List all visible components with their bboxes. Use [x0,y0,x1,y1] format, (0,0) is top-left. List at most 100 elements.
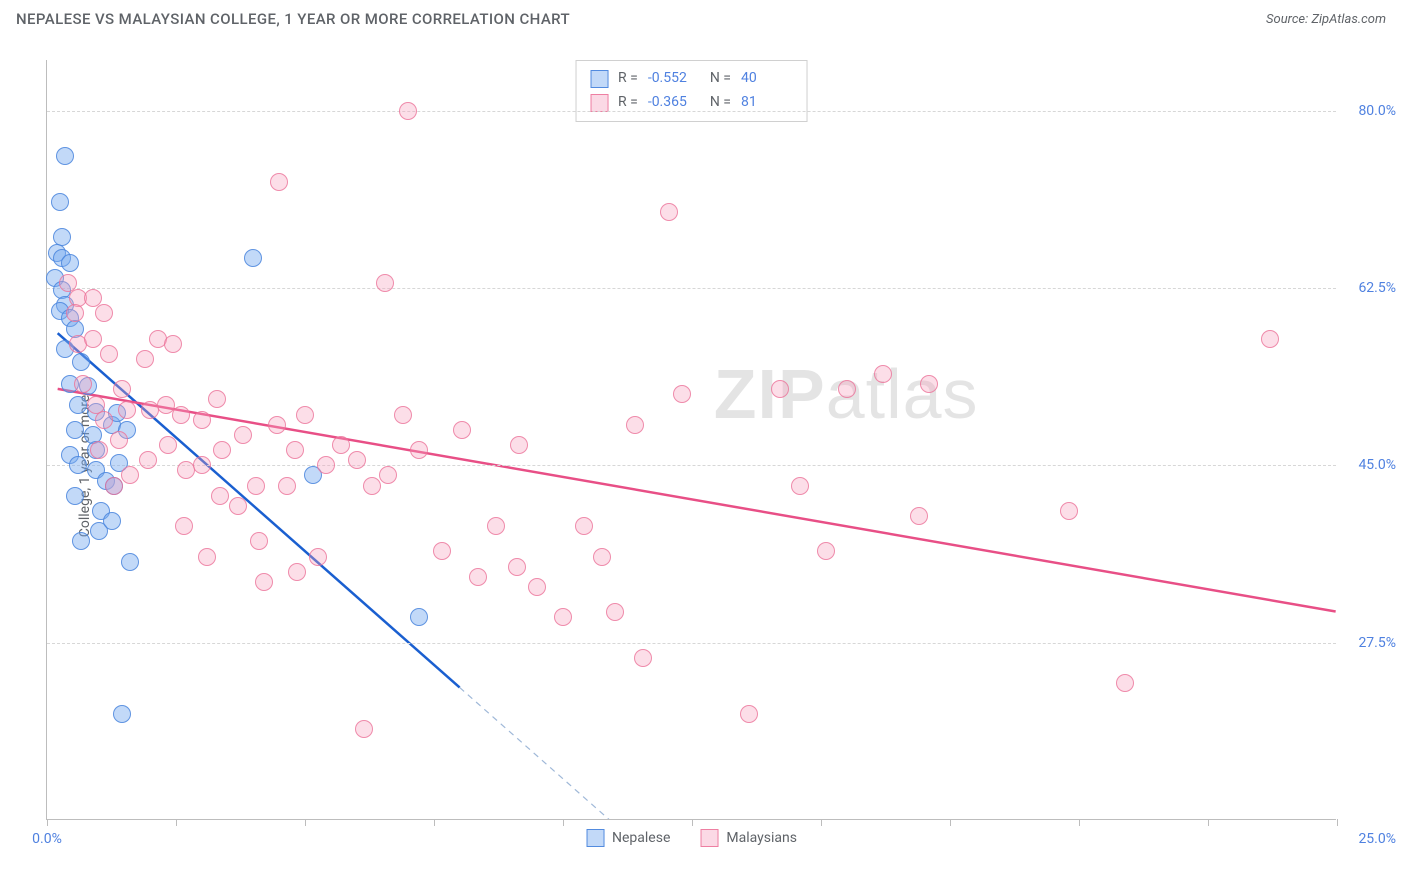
data-point [508,558,526,576]
x-tick [950,819,951,826]
data-point [110,431,128,449]
data-point [1060,502,1078,520]
correlation-legend: R = -0.552 N = 40 R = -0.365 N = 81 [575,60,808,122]
data-point [72,532,90,550]
data-point [193,411,211,429]
data-point [172,406,190,424]
series-legend: Nepalese Malaysians [586,829,797,847]
data-point [453,421,471,439]
data-point [164,335,182,353]
x-tick [692,819,693,826]
data-point [771,380,789,398]
data-point [355,720,373,738]
x-tick [47,819,48,826]
data-point [113,705,131,723]
legend-label-nepalese: Nepalese [612,830,670,846]
data-point [95,304,113,322]
data-point [920,375,938,393]
chart-title: NEPALESE VS MALAYSIAN COLLEGE, 1 YEAR OR… [16,10,570,28]
data-point [554,608,572,626]
data-point [61,254,79,272]
data-point [626,416,644,434]
x-tick [305,819,306,826]
data-point [66,487,84,505]
n-label: N = [710,67,731,91]
legend-item-nepalese: Nepalese [586,829,670,847]
data-point [105,477,123,495]
x-tick-label: 25.0% [1358,831,1396,847]
data-point [69,456,87,474]
source-attribution: Source: ZipAtlas.com [1266,12,1386,27]
x-tick [1208,819,1209,826]
data-point [198,548,216,566]
data-point [193,456,211,474]
data-point [244,249,262,267]
legend-label-malaysians: Malaysians [726,830,797,846]
data-point [838,380,856,398]
gridline [47,111,1336,112]
data-point [1116,674,1134,692]
data-point [159,436,177,454]
data-point [634,649,652,667]
data-point [399,102,417,120]
data-point [175,517,193,535]
y-tick-label: 45.0% [1358,457,1396,473]
data-point [410,608,428,626]
data-point [874,365,892,383]
x-tick [176,819,177,826]
legend-item-malaysians: Malaysians [700,829,797,847]
data-point [286,441,304,459]
data-point [1261,330,1279,348]
data-point [56,147,74,165]
y-tick-label: 62.5% [1358,280,1396,296]
plot-area: ZIPatlas R = -0.552 N = 40 R = -0.365 N … [46,60,1336,820]
gridline [47,465,1336,466]
data-point [510,436,528,454]
data-point [113,380,131,398]
n-value-nepalese: 40 [741,67,793,91]
y-tick-label: 27.5% [1358,635,1396,651]
data-point [376,274,394,292]
data-point [394,406,412,424]
data-point [66,421,84,439]
x-tick [821,819,822,826]
data-point [100,345,118,363]
r-label: R = [618,67,638,91]
data-point [740,705,758,723]
data-point [118,401,136,419]
data-point [247,477,265,495]
data-point [433,542,451,560]
swatch-blue-icon [590,70,608,88]
data-point [270,173,288,191]
data-point [469,568,487,586]
data-point [250,532,268,550]
data-point [69,396,87,414]
data-point [121,466,139,484]
x-tick [434,819,435,826]
y-tick-label: 80.0% [1358,103,1396,119]
data-point [208,390,226,408]
data-point [309,548,327,566]
data-point [229,497,247,515]
data-point [95,411,113,429]
data-point [211,487,229,505]
data-point [72,353,90,371]
data-point [348,451,366,469]
data-point [74,375,92,393]
data-point [379,466,397,484]
legend-row-nepalese: R = -0.552 N = 40 [590,67,793,91]
data-point [121,553,139,571]
x-tick [1079,819,1080,826]
swatch-pink-icon [700,829,718,847]
data-point [593,548,611,566]
data-point [103,512,121,530]
swatch-blue-icon [586,829,604,847]
x-tick-label: 0.0% [32,831,62,847]
chart-container: College, 1 year or more ZIPatlas R = -0.… [0,40,1406,892]
gridline [47,288,1336,289]
gridline [47,643,1336,644]
data-point [268,416,286,434]
data-point [278,477,296,495]
data-point [791,477,809,495]
data-point [234,426,252,444]
